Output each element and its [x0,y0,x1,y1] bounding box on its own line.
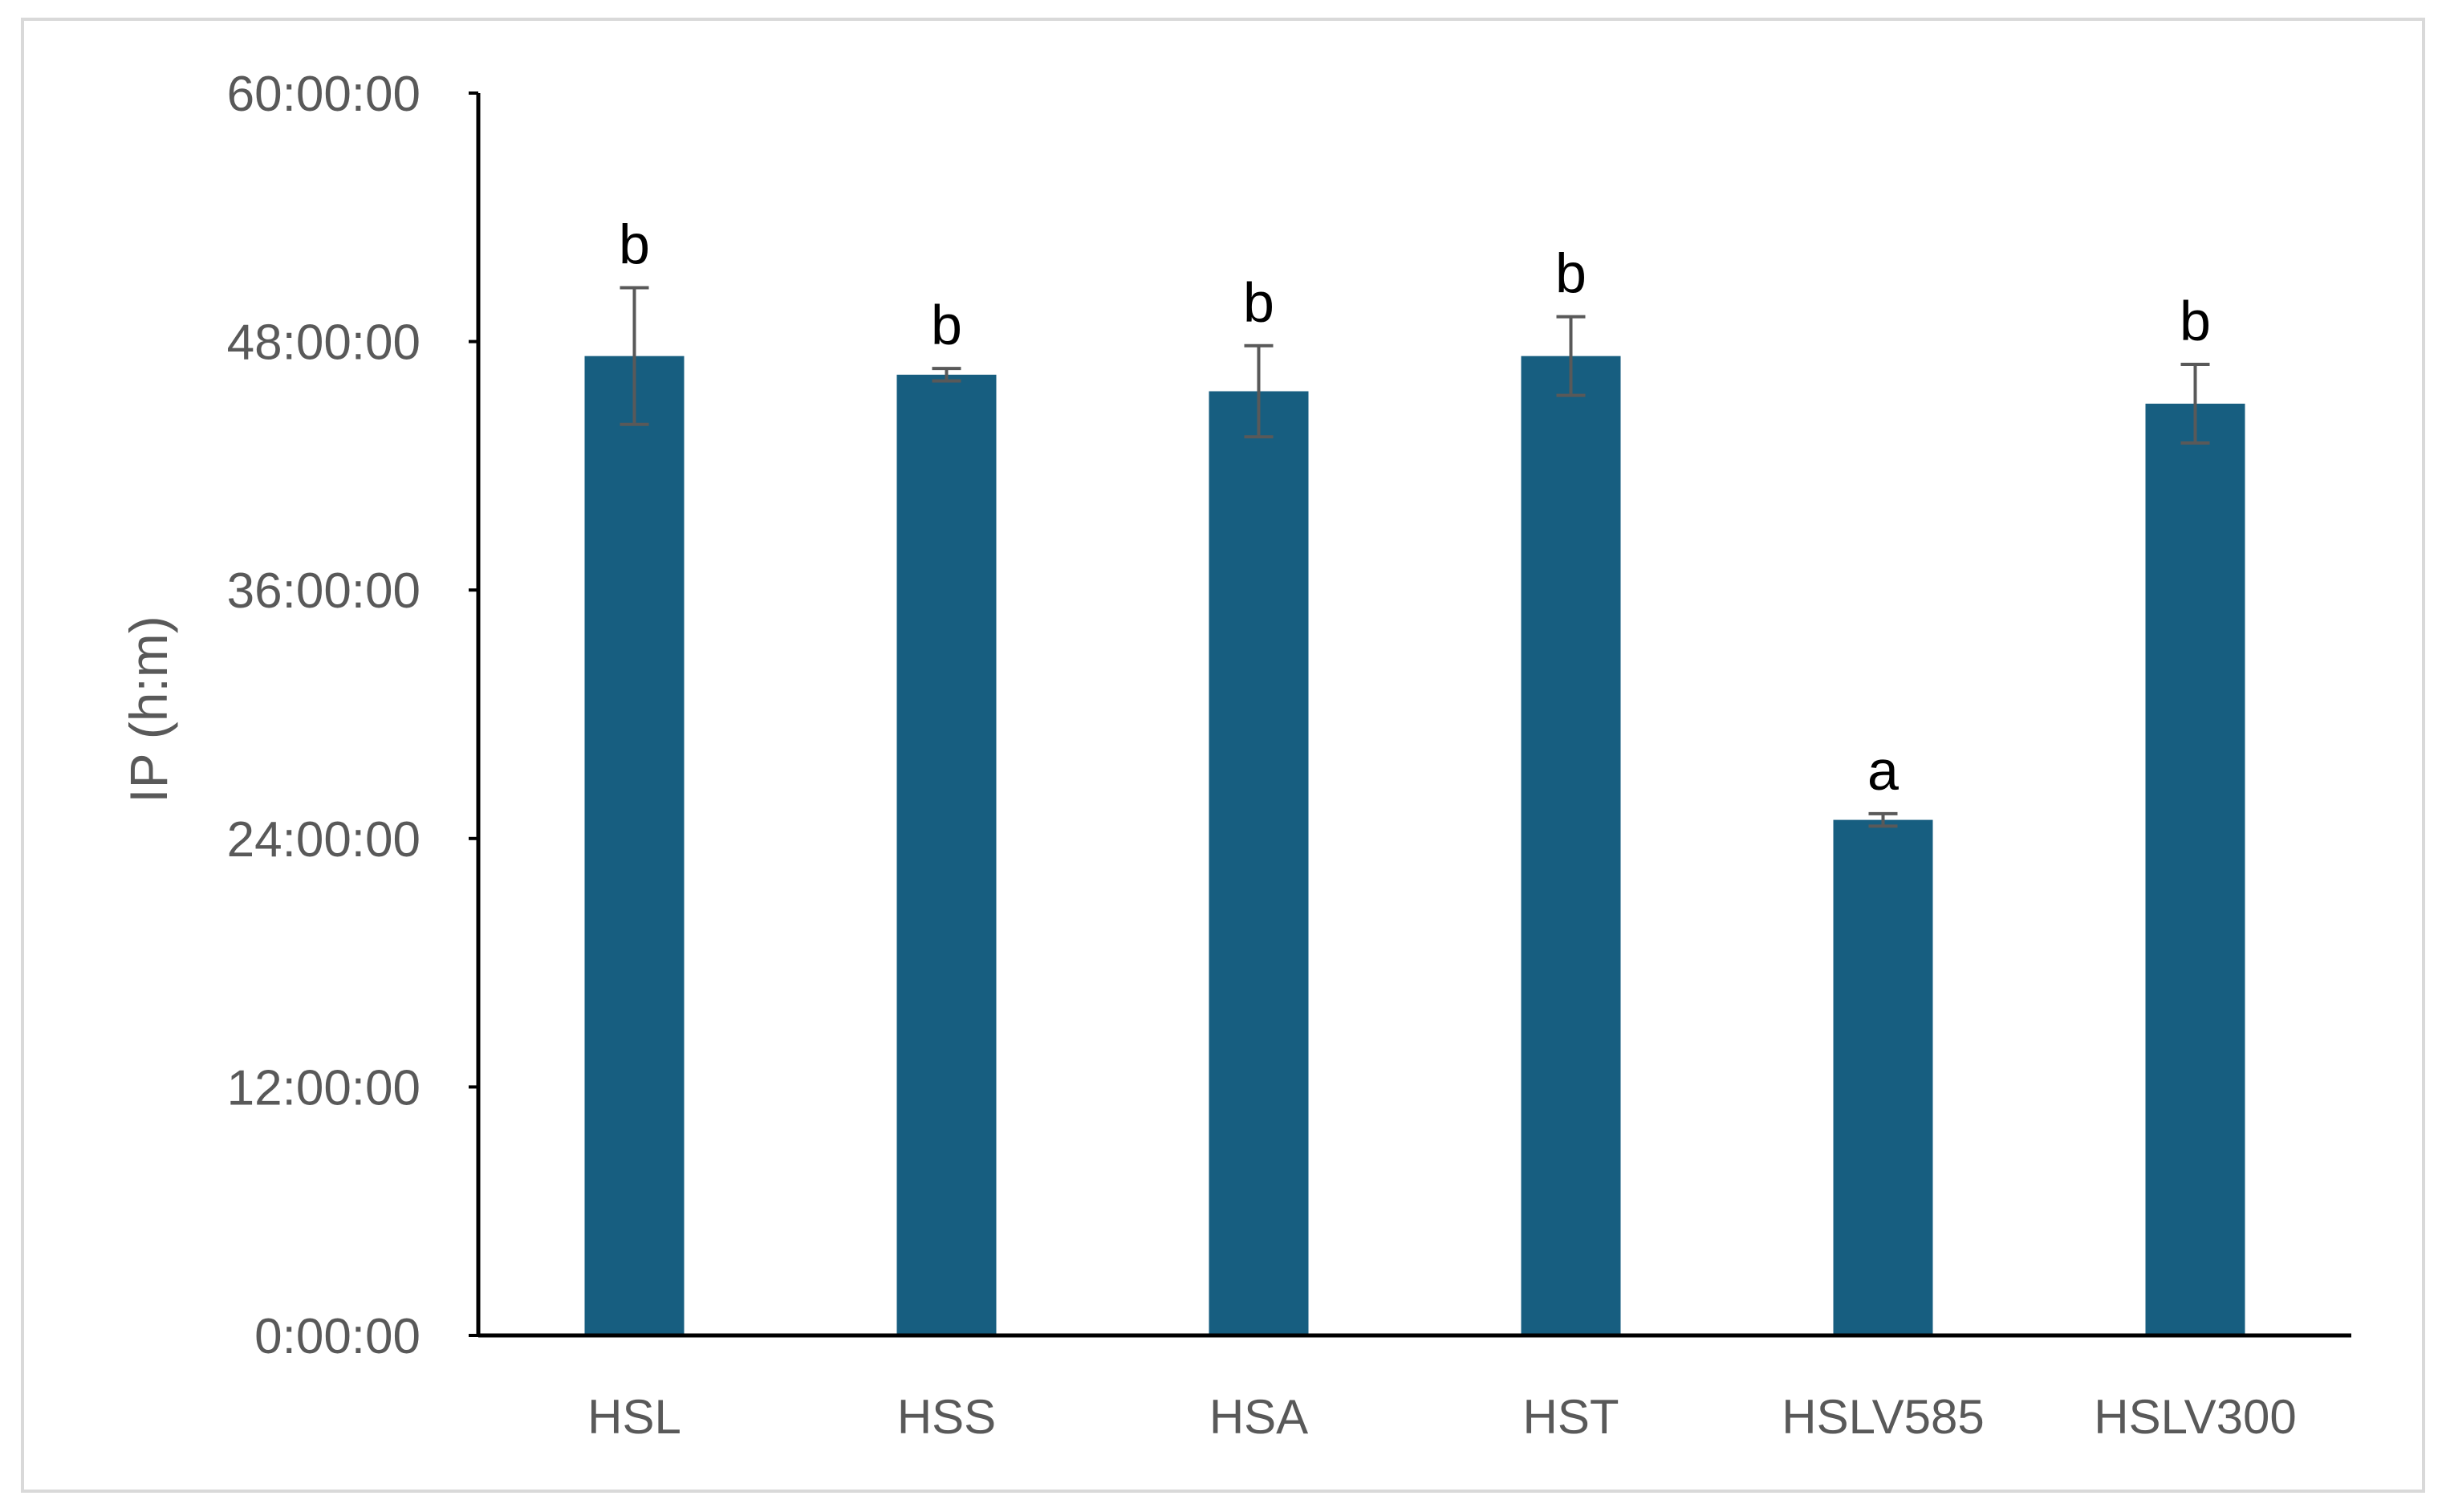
bar-hsa [1209,391,1309,1335]
error-bar-hss [932,367,961,383]
x-category-label: HSL [587,1390,681,1444]
y-tick-label: 48:00:00 [227,315,421,371]
bar-hss [896,374,997,1335]
axes-layer [469,91,2351,1338]
error-bar-hsl [620,286,649,426]
significance-label: b [619,213,650,276]
bar-hslv300 [2145,404,2245,1335]
significance-label: a [1867,739,1899,802]
y-tick-labels: 0:00:00 12:00:00 24:00:00 36:00:00 48:00:00 6… [227,67,421,1364]
bar-hslv585 [1833,819,1933,1335]
significance-label: b [931,294,962,356]
significance-label: b [1243,271,1274,334]
x-category-labels: HSL HSS HSA HST HSLV585 HSLV300 [587,1390,2297,1444]
bar-hsl [584,356,685,1335]
x-category-label: HSS [897,1390,996,1444]
error-bars-layer [620,286,2210,828]
y-tick-label: 0:00:00 [254,1309,421,1364]
error-bar-hsa [1244,343,1274,439]
x-category-label: HST [1523,1390,1619,1444]
error-bar-hslv585 [1868,811,1898,828]
x-category-label: HSLV300 [2094,1390,2296,1444]
error-bar-hslv300 [2180,362,2210,445]
significance-label: b [1555,242,1587,305]
x-category-label: HSA [1209,1390,1308,1444]
y-axis-title: IP (h:m) [119,616,178,803]
y-tick-label: 36:00:00 [227,563,421,619]
bars-layer [584,356,2245,1335]
y-tick-label: 24:00:00 [227,812,421,868]
y-tick-label: 12:00:00 [227,1060,421,1116]
bar-hst [1521,356,1621,1335]
x-category-label: HSLV585 [1782,1390,1984,1444]
y-tick-label: 60:00:00 [227,67,421,122]
significance-label: b [2180,290,2211,352]
error-bar-hst [1556,315,1586,397]
significance-labels: b b b b a b [619,213,2211,802]
